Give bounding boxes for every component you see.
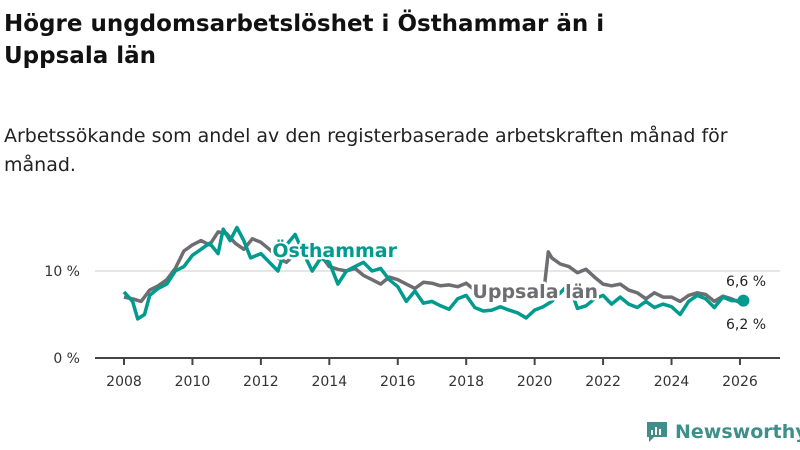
series-label-uppsala: Uppsala län — [472, 281, 598, 303]
end-label-uppsala: 6,2 % — [726, 317, 766, 333]
x-tick-label: 2010 — [175, 374, 211, 390]
x-tick-label: 2008 — [106, 374, 142, 390]
x-tick-label: 2016 — [380, 374, 416, 390]
x-tick-label: 2020 — [517, 374, 553, 390]
series-label-osthammar: Östhammar — [272, 238, 397, 262]
end-label-osthammar: 6,6 % — [726, 274, 766, 290]
series-line-osthammar — [122, 225, 744, 321]
brand-name: Newsworthy — [675, 421, 800, 443]
newsworthy-logo-icon — [647, 422, 667, 442]
x-tick-label: 2018 — [448, 374, 484, 390]
end-point-osthammar — [737, 294, 750, 307]
x-tick-label: 2022 — [585, 374, 621, 390]
y-tick-label: 0 % — [53, 351, 80, 367]
x-tick-label: 2012 — [243, 374, 279, 390]
x-tick-label: 2024 — [654, 374, 690, 390]
chart-title: Högre ungdomsarbetslöshet i Östhammar än… — [4, 11, 605, 69]
x-tick-label: 2014 — [311, 374, 347, 390]
y-tick-label: 10 % — [44, 264, 80, 280]
x-tick-label: 2026 — [722, 374, 758, 390]
newsworthy-logo: Newsworthy — [645, 420, 800, 444]
series-line-uppsala — [123, 230, 745, 306]
chart-subtitle: Arbetssökande som andel av den registerb… — [4, 125, 728, 176]
